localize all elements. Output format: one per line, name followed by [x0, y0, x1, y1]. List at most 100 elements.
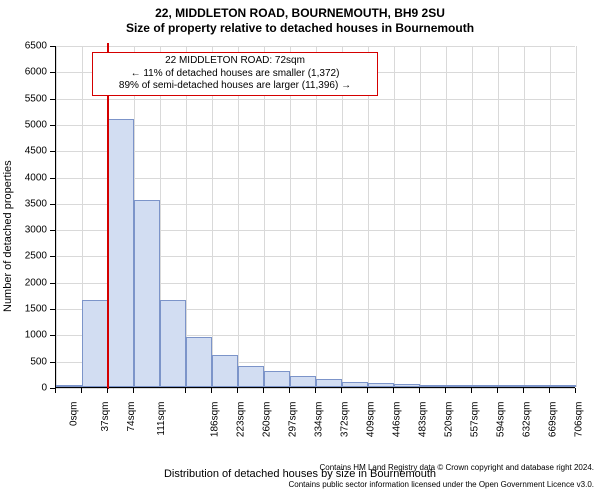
- x-tick: [237, 388, 238, 393]
- y-tick: [50, 230, 55, 231]
- x-tick-label: 297sqm: [288, 402, 299, 438]
- histogram-bar: [550, 385, 576, 387]
- histogram-bar: [186, 337, 212, 387]
- histogram-bars: [56, 46, 575, 387]
- histogram-bar: [316, 379, 342, 387]
- chart-root: { "chart": { "type": "histogram", "title…: [0, 0, 600, 500]
- y-tick: [50, 178, 55, 179]
- y-tick: [50, 99, 55, 100]
- x-tick-label: 0sqm: [68, 402, 79, 426]
- y-tick: [50, 125, 55, 126]
- x-tick: [289, 388, 290, 393]
- histogram-bar: [134, 200, 160, 387]
- attribution-line2: Contains public sector information licen…: [288, 480, 594, 489]
- y-tick: [50, 283, 55, 284]
- x-tick-label: 74sqm: [126, 402, 137, 432]
- x-tick: [393, 388, 394, 393]
- chart-title: 22, MIDDLETON ROAD, BOURNEMOUTH, BH9 2SU…: [0, 6, 600, 36]
- gridline-v: [576, 46, 577, 387]
- histogram-bar: [290, 376, 316, 387]
- x-tick-label: 669sqm: [548, 402, 559, 438]
- y-tick-label: 500: [0, 356, 47, 367]
- y-tick: [50, 72, 55, 73]
- histogram-bar: [212, 355, 238, 387]
- x-tick: [419, 388, 420, 393]
- y-tick-label: 5000: [0, 119, 47, 130]
- y-tick-label: 6000: [0, 67, 47, 78]
- y-tick-label: 3500: [0, 198, 47, 209]
- histogram-bar: [56, 385, 82, 387]
- x-tick: [107, 388, 108, 393]
- x-tick: [445, 388, 446, 393]
- histogram-bar: [524, 385, 550, 387]
- y-tick-label: 4000: [0, 172, 47, 183]
- chart-title-line2: Size of property relative to detached ho…: [0, 21, 600, 36]
- x-tick-label: 520sqm: [444, 402, 455, 438]
- callout-line: 89% of semi-detached houses are larger (…: [95, 80, 375, 93]
- x-tick: [367, 388, 368, 393]
- x-tick-label: 483sqm: [418, 402, 429, 438]
- histogram-bar: [238, 366, 264, 387]
- x-tick-label: 334sqm: [314, 402, 325, 438]
- attribution-line1: Contains HM Land Registry data © Crown c…: [320, 463, 595, 472]
- attribution-text: Contains HM Land Registry data © Crown c…: [280, 455, 594, 499]
- x-tick-label: 223sqm: [236, 402, 247, 438]
- histogram-bar: [368, 383, 394, 387]
- y-tick: [50, 362, 55, 363]
- histogram-bar: [394, 384, 420, 387]
- x-tick: [341, 388, 342, 393]
- x-tick: [471, 388, 472, 393]
- histogram-bar: [82, 300, 108, 387]
- x-tick-label: 186sqm: [210, 402, 221, 438]
- x-tick: [133, 388, 134, 393]
- histogram-bar: [342, 382, 368, 387]
- x-tick-label: 372sqm: [340, 402, 351, 438]
- x-tick-label: 632sqm: [522, 402, 533, 438]
- x-tick-label: 706sqm: [574, 402, 585, 438]
- x-tick-label: 557sqm: [470, 402, 481, 438]
- y-tick: [50, 46, 55, 47]
- histogram-bar: [264, 371, 290, 387]
- y-tick: [50, 309, 55, 310]
- x-tick-label: 594sqm: [496, 402, 507, 438]
- y-tick-label: 1500: [0, 304, 47, 315]
- y-tick-label: 4500: [0, 146, 47, 157]
- histogram-bar: [420, 385, 446, 387]
- y-tick-label: 3000: [0, 225, 47, 236]
- y-tick-label: 5500: [0, 93, 47, 104]
- marker-callout: 22 MIDDLETON ROAD: 72sqm← 11% of detache…: [92, 52, 378, 96]
- y-tick-label: 6500: [0, 41, 47, 52]
- callout-line: ← 11% of detached houses are smaller (1,…: [95, 68, 375, 81]
- x-tick: [211, 388, 212, 393]
- x-tick: [549, 388, 550, 393]
- y-tick: [50, 335, 55, 336]
- callout-line: 22 MIDDLETON ROAD: 72sqm: [95, 55, 375, 68]
- x-tick-label: 260sqm: [262, 402, 273, 438]
- x-tick: [185, 388, 186, 393]
- x-tick: [523, 388, 524, 393]
- histogram-bar: [446, 385, 472, 387]
- histogram-bar: [472, 385, 498, 387]
- y-tick: [50, 204, 55, 205]
- y-tick-label: 1000: [0, 330, 47, 341]
- x-tick: [81, 388, 82, 393]
- x-tick: [497, 388, 498, 393]
- histogram-bar: [108, 119, 134, 387]
- chart-title-line1: 22, MIDDLETON ROAD, BOURNEMOUTH, BH9 2SU: [0, 6, 600, 21]
- plot-area: [55, 46, 575, 388]
- x-tick-label: 409sqm: [366, 402, 377, 438]
- histogram-bar: [160, 300, 186, 387]
- y-tick-label: 2000: [0, 277, 47, 288]
- x-tick: [575, 388, 576, 393]
- x-tick-label: 446sqm: [392, 402, 403, 438]
- x-tick: [263, 388, 264, 393]
- x-tick: [315, 388, 316, 393]
- x-tick-label: 37sqm: [100, 402, 111, 432]
- y-tick: [50, 256, 55, 257]
- y-axis-label: Number of detached properties: [2, 160, 14, 312]
- y-tick-label: 0: [0, 383, 47, 394]
- y-tick-label: 2500: [0, 251, 47, 262]
- histogram-bar: [498, 385, 524, 387]
- x-tick: [55, 388, 56, 393]
- x-tick-label: 111sqm: [156, 402, 167, 436]
